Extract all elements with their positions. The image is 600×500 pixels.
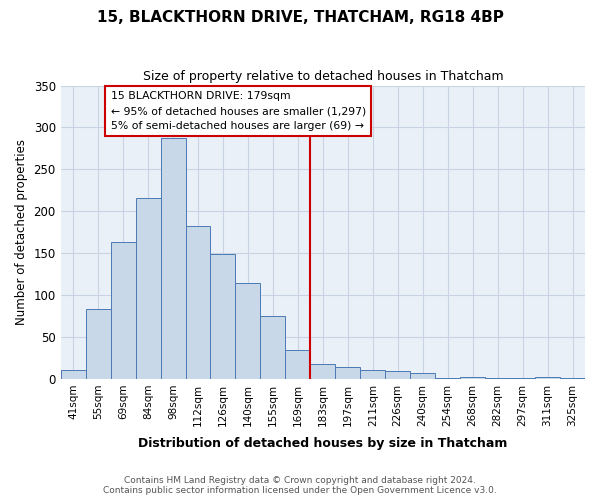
Text: 15, BLACKTHORN DRIVE, THATCHAM, RG18 4BP: 15, BLACKTHORN DRIVE, THATCHAM, RG18 4BP [97, 10, 503, 25]
Bar [310, 364, 335, 379]
Bar [485, 378, 510, 379]
Bar [460, 377, 485, 379]
Bar [286, 350, 310, 379]
Bar [560, 378, 585, 379]
Bar [510, 378, 535, 379]
Bar [235, 284, 260, 379]
Bar [260, 316, 286, 379]
Bar [211, 254, 235, 379]
Bar [86, 310, 110, 379]
Bar [161, 138, 185, 379]
Bar [385, 372, 410, 379]
X-axis label: Distribution of detached houses by size in Thatcham: Distribution of detached houses by size … [138, 437, 508, 450]
Bar [61, 370, 86, 379]
Bar [110, 242, 136, 379]
Bar [360, 370, 385, 379]
Bar [185, 226, 211, 379]
Text: Contains HM Land Registry data © Crown copyright and database right 2024.
Contai: Contains HM Land Registry data © Crown c… [103, 476, 497, 495]
Bar [136, 198, 161, 379]
Bar [535, 377, 560, 379]
Bar [335, 367, 360, 379]
Text: 15 BLACKTHORN DRIVE: 179sqm
← 95% of detached houses are smaller (1,297)
5% of s: 15 BLACKTHORN DRIVE: 179sqm ← 95% of det… [110, 92, 366, 131]
Title: Size of property relative to detached houses in Thatcham: Size of property relative to detached ho… [143, 70, 503, 83]
Bar [435, 378, 460, 379]
Y-axis label: Number of detached properties: Number of detached properties [15, 139, 28, 325]
Bar [410, 373, 435, 379]
